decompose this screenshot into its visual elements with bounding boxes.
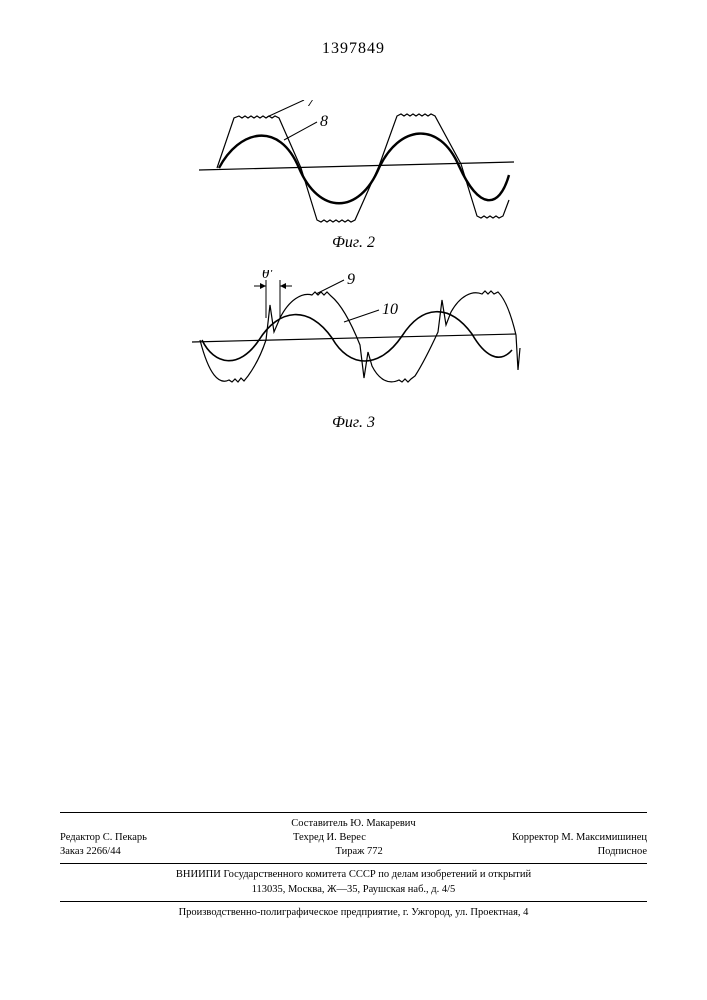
footer-podpis: Подписное xyxy=(598,845,647,859)
footer-tirage: Тираж 772 xyxy=(335,845,382,859)
figure-3-svg: θ' 9 10 xyxy=(184,270,524,410)
footer-order: Заказ 2266/44 xyxy=(60,845,121,859)
figure-3: θ' 9 10 Фиг. 3 xyxy=(184,270,524,432)
figure-3-caption: Фиг. 3 xyxy=(184,414,524,432)
figure-2: 7 8 Фиг. 2 xyxy=(189,100,519,252)
figure-2-svg: 7 8 xyxy=(189,100,519,230)
footer-line1: ВНИИПИ Государственного комитета СССР по… xyxy=(60,868,647,882)
footer-line2: 113035, Москва, Ж—35, Раушская наб., д. … xyxy=(60,883,647,897)
footer-corrector: Корректор М. Максимишинец xyxy=(512,831,647,845)
footer-editor: Редактор С. Пекарь xyxy=(60,831,147,845)
figure-2-caption: Фиг. 2 xyxy=(189,234,519,252)
label-7: 7 xyxy=(307,100,316,110)
page-number: 1397849 xyxy=(322,40,385,58)
label-10: 10 xyxy=(382,301,398,318)
footer-line3: Производственно-полиграфическое предприя… xyxy=(60,906,647,920)
label-8: 8 xyxy=(320,113,328,130)
footer-techred: Техред И. Верес xyxy=(293,831,366,845)
footer-compiler: Составитель Ю. Макаревич xyxy=(60,817,647,831)
footer: Составитель Ю. Макаревич Редактор С. Пек… xyxy=(60,808,647,920)
label-theta: θ' xyxy=(262,270,273,282)
label-9: 9 xyxy=(347,271,355,288)
